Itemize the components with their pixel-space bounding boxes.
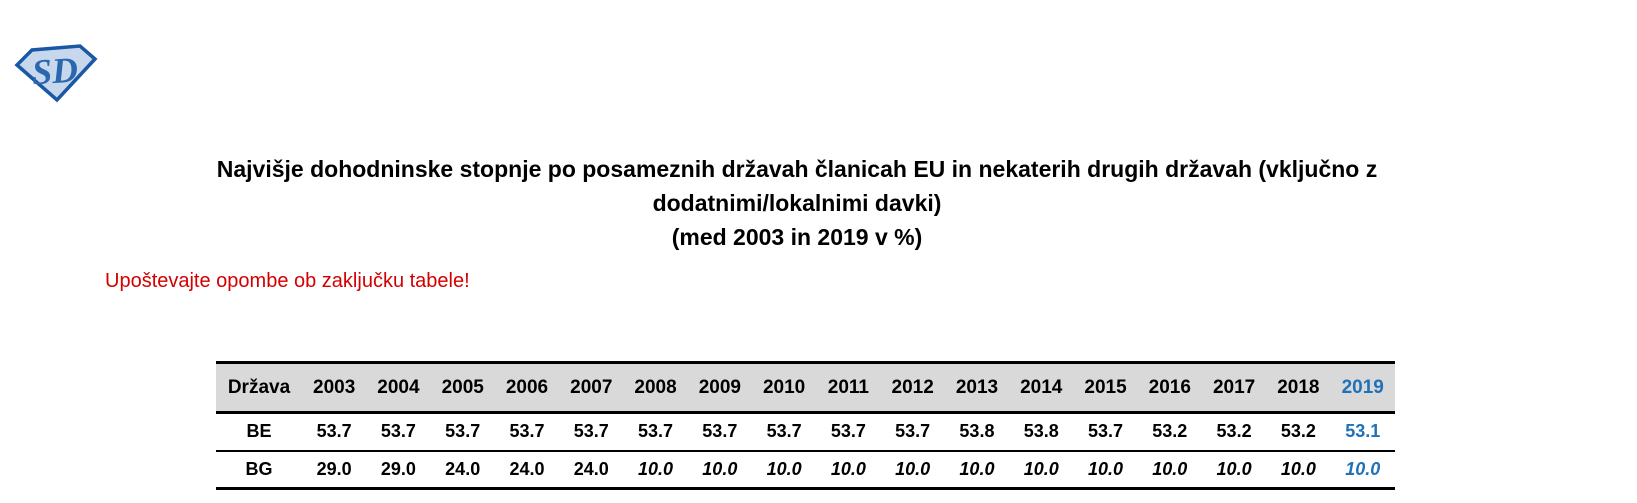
rate-value-cell: 53.7 xyxy=(880,412,945,452)
rate-value-cell: 53.7 xyxy=(366,412,431,452)
rate-value-cell: 53.7 xyxy=(1073,412,1138,452)
col-header-year: 2015 xyxy=(1073,362,1138,414)
rate-value-cell: 53.2 xyxy=(1266,412,1331,452)
rate-value-cell: 10.0 xyxy=(766,458,802,479)
col-header-year: 2004 xyxy=(366,362,431,414)
rate-value-cell: 24.0 xyxy=(509,458,545,479)
col-header-year: 2017 xyxy=(1201,362,1267,414)
rate-value-cell: 10.0 xyxy=(959,458,995,479)
note-text: Upoštevajte opombe ob zaključku tabele! xyxy=(105,270,470,292)
rate-value-cell: 53.8 xyxy=(1009,412,1074,452)
table-header: Država 2003 2004 2005 2006 2007 2008 2009 2010 20… xyxy=(216,362,1395,414)
rate-value-cell: 10.0 xyxy=(1152,458,1188,479)
rate-value-cell: 24.0 xyxy=(573,458,609,479)
col-header-year: 2010 xyxy=(751,362,817,414)
rate-value-cell: 10.0 xyxy=(895,458,931,479)
rate-value-cell: 53.1 xyxy=(1330,412,1395,452)
col-header-year: 2014 xyxy=(1009,362,1074,414)
diamond-shield-shape xyxy=(14,44,98,103)
sd-diamond-logo: SD xyxy=(14,44,98,103)
page-title: Najvišje dohodninske stopnje po posamezn… xyxy=(92,152,1502,254)
rate-value-cell: 53.7 xyxy=(430,412,495,452)
tax-rates-table: Država 2003 2004 2005 2006 2007 2008 2009 2010 20… xyxy=(216,361,1395,490)
rate-value-cell: 53.2 xyxy=(1137,412,1202,452)
rate-value-cell: 24.0 xyxy=(445,458,481,479)
table-row: BE 53.7 53.7 53.7 53.7 53.7 53.7 53.7 53.7 53.7 53… xyxy=(216,412,1395,452)
col-header-year: 2016 xyxy=(1137,362,1202,414)
rate-value-cell: 10.0 xyxy=(1087,458,1124,479)
col-header-country: Država xyxy=(216,362,302,414)
rate-value-cell: 10.0 xyxy=(1216,458,1252,479)
rate-value-cell: 10.0 xyxy=(1345,458,1381,479)
col-header-year: 2003 xyxy=(302,362,367,414)
rate-value-cell: 53.2 xyxy=(1201,412,1267,452)
rate-value-cell: 53.7 xyxy=(302,412,367,452)
title-line-1: Najvišje dohodninske stopnje po posamezn… xyxy=(216,156,1378,182)
rate-value-cell: 10.0 xyxy=(1023,458,1059,479)
col-header-year: 2011 xyxy=(816,362,881,414)
table-body: BE 53.7 53.7 53.7 53.7 53.7 53.7 53.7 53.7 53.7 53… xyxy=(216,412,1395,489)
rate-value-cell: 10.0 xyxy=(830,458,866,479)
rate-value-cell: 29.0 xyxy=(316,458,352,479)
title-line-3: (med 2003 in 2019 v %) xyxy=(671,224,923,250)
rate-value-cell: 53.8 xyxy=(944,412,1010,452)
col-header-year: 2012 xyxy=(880,362,945,414)
rate-value-cell: 53.7 xyxy=(687,412,752,452)
rate-value-cell: 53.7 xyxy=(559,412,624,452)
rate-value-cell: 29.0 xyxy=(380,458,416,479)
country-code-cell: BG xyxy=(245,458,273,479)
rate-value-cell: 53.7 xyxy=(623,412,688,452)
col-header-year: 2008 xyxy=(623,362,688,414)
table-header-row: Država 2003 2004 2005 2006 2007 2008 2009 2010 20… xyxy=(216,362,1395,414)
logo-letters: SD xyxy=(31,49,80,92)
col-header-year: 2009 xyxy=(687,362,752,414)
col-header-year: 2018 xyxy=(1266,362,1331,414)
col-header-year: 2019 xyxy=(1330,362,1395,414)
country-code-cell: BE xyxy=(216,412,302,452)
col-header-year: 2007 xyxy=(559,362,624,414)
col-header-year: 2013 xyxy=(944,362,1010,414)
rate-value-cell: 10.0 xyxy=(702,458,738,479)
rate-value-cell: 53.7 xyxy=(816,412,881,452)
col-header-year: 2006 xyxy=(494,362,560,414)
title-line-2: dodatnimi/lokalnimi davki) xyxy=(652,190,942,216)
rate-value-cell: 53.7 xyxy=(494,412,560,452)
rate-value-cell: 53.7 xyxy=(751,412,817,452)
table-row: BG 29.0 29.0 24.0 24.0 24.0 10.0 10.0 10.0 10.0 10… xyxy=(216,451,1395,489)
rate-value-cell: 10.0 xyxy=(1280,458,1316,479)
col-header-year: 2005 xyxy=(430,362,495,414)
rate-value-cell: 10.0 xyxy=(638,458,674,479)
